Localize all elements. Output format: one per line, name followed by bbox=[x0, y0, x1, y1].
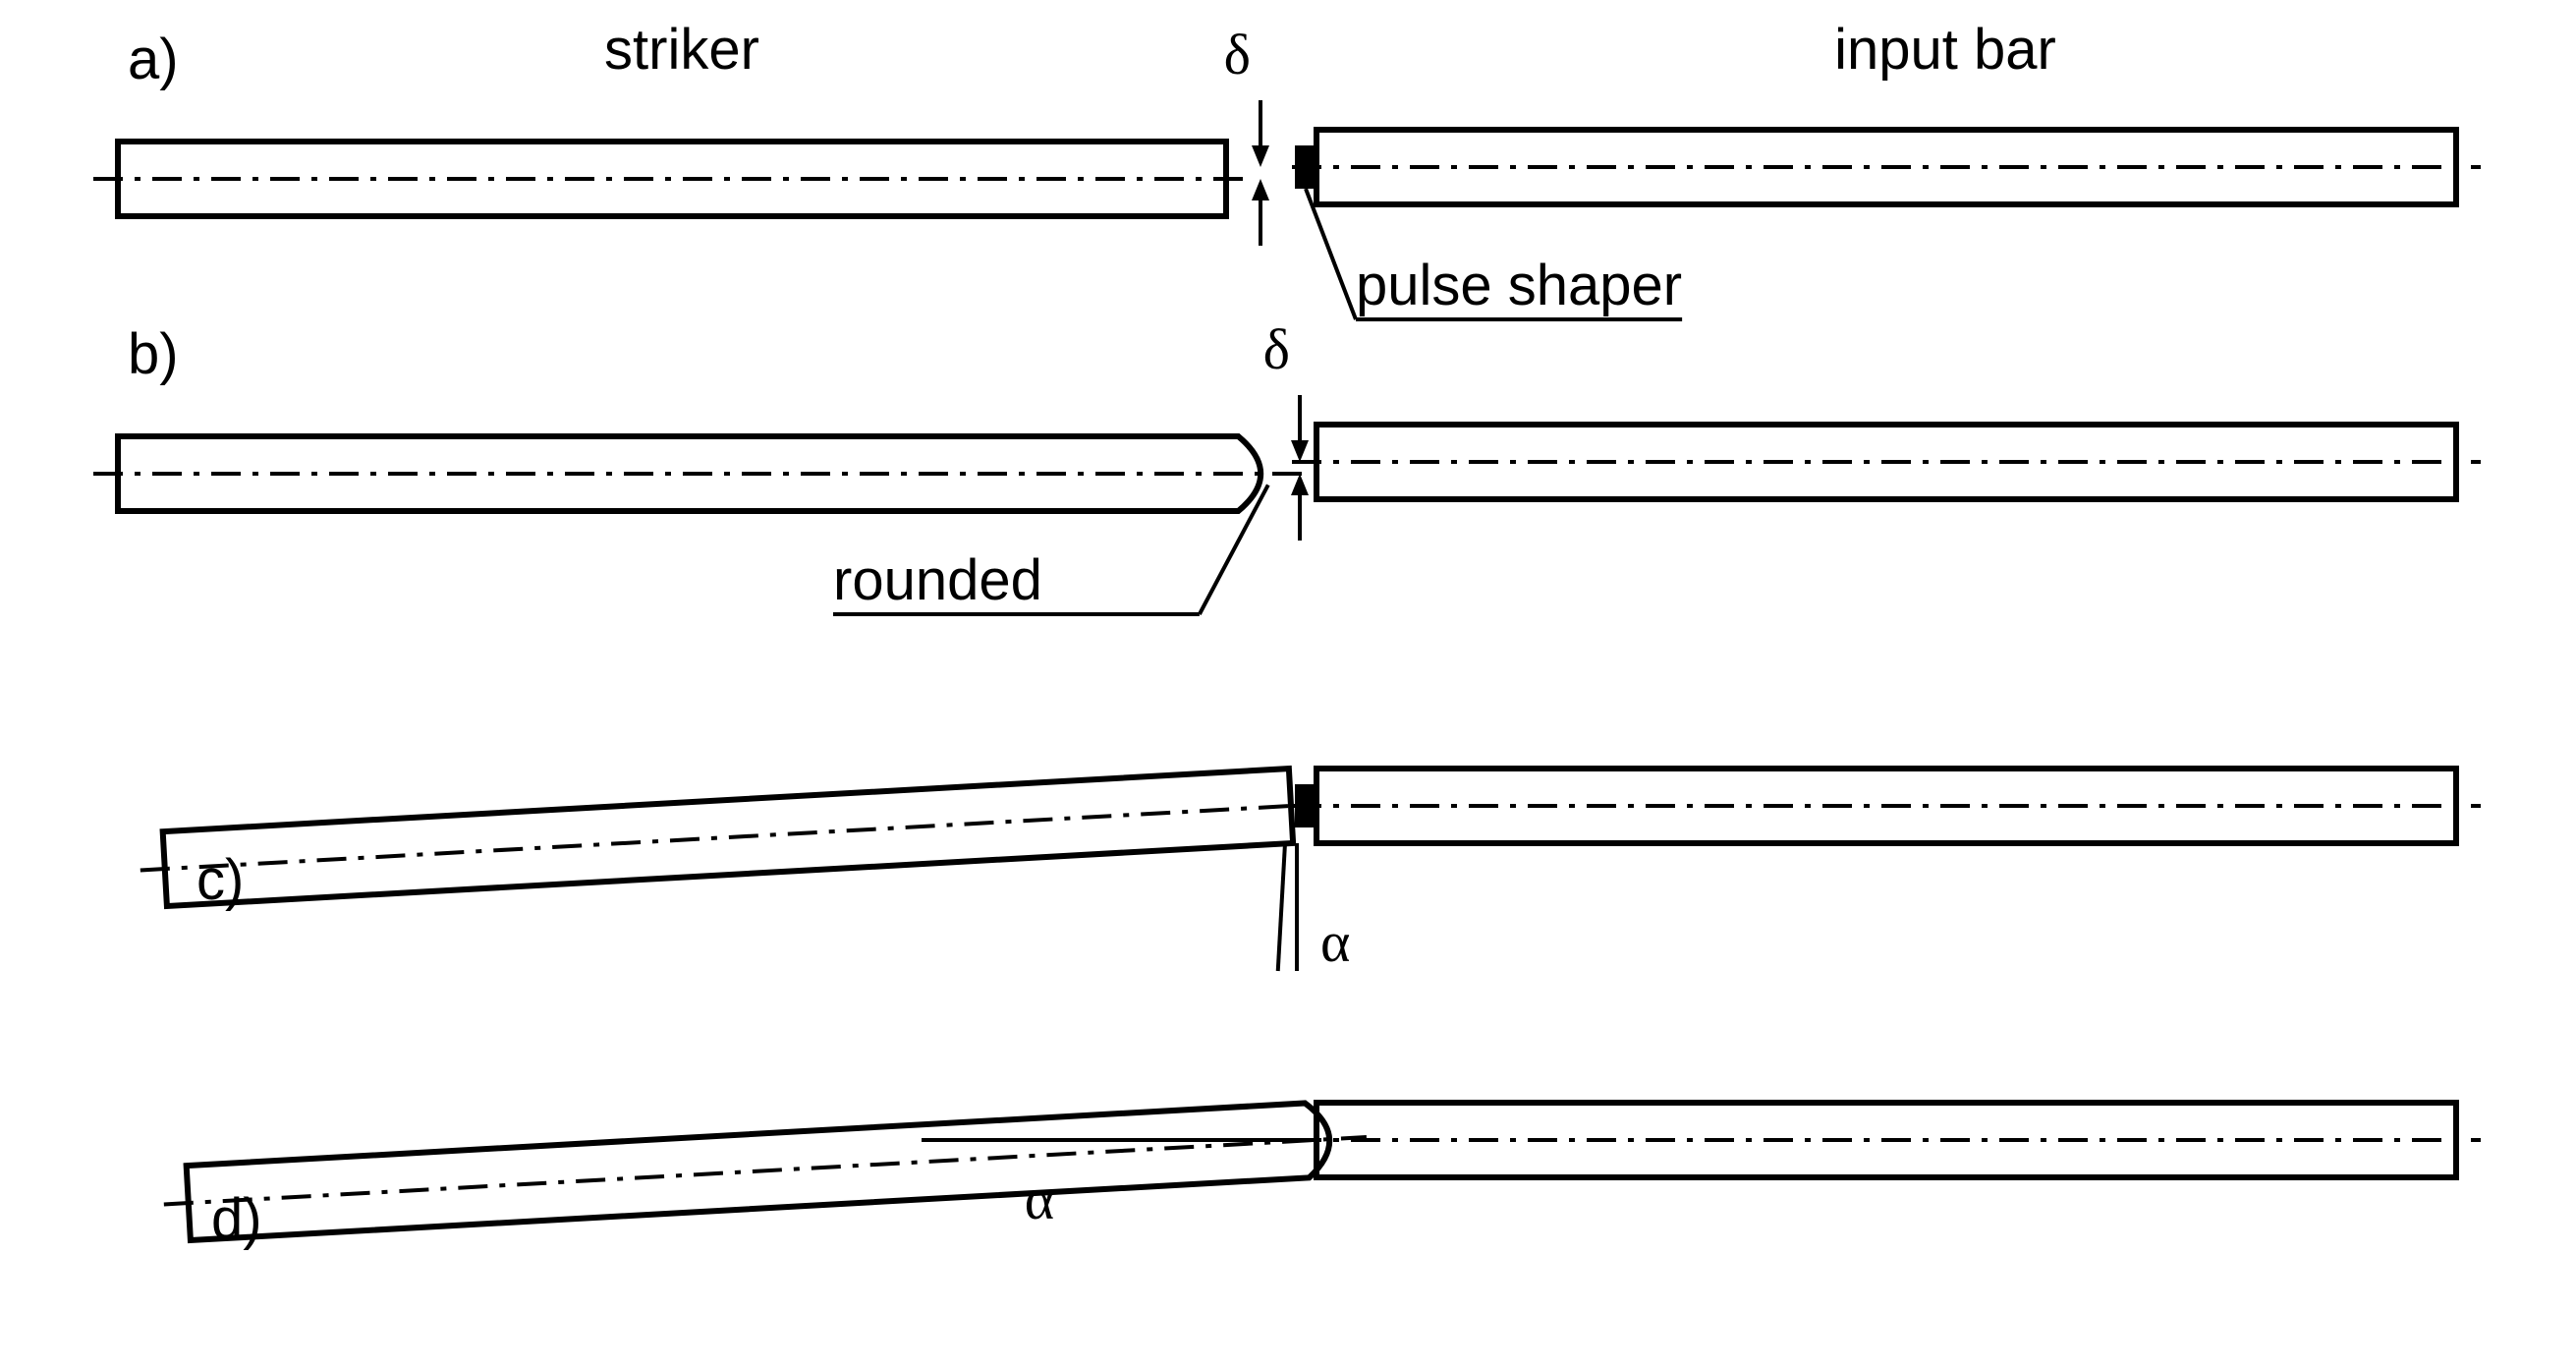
svg-text:α: α bbox=[1320, 910, 1350, 974]
svg-text:rounded: rounded bbox=[833, 548, 1042, 612]
svg-text:δ: δ bbox=[1224, 23, 1251, 86]
svg-text:a): a) bbox=[128, 28, 179, 91]
svg-text:δ: δ bbox=[1263, 317, 1290, 381]
svg-text:striker: striker bbox=[604, 18, 759, 82]
svg-text:α: α bbox=[1025, 1168, 1054, 1231]
svg-text:d): d) bbox=[211, 1187, 262, 1251]
svg-text:pulse shaper: pulse shaper bbox=[1356, 254, 1682, 317]
svg-text:c): c) bbox=[196, 848, 244, 912]
svg-text:b): b) bbox=[128, 322, 179, 386]
svg-text:input bar: input bar bbox=[1834, 18, 2056, 82]
